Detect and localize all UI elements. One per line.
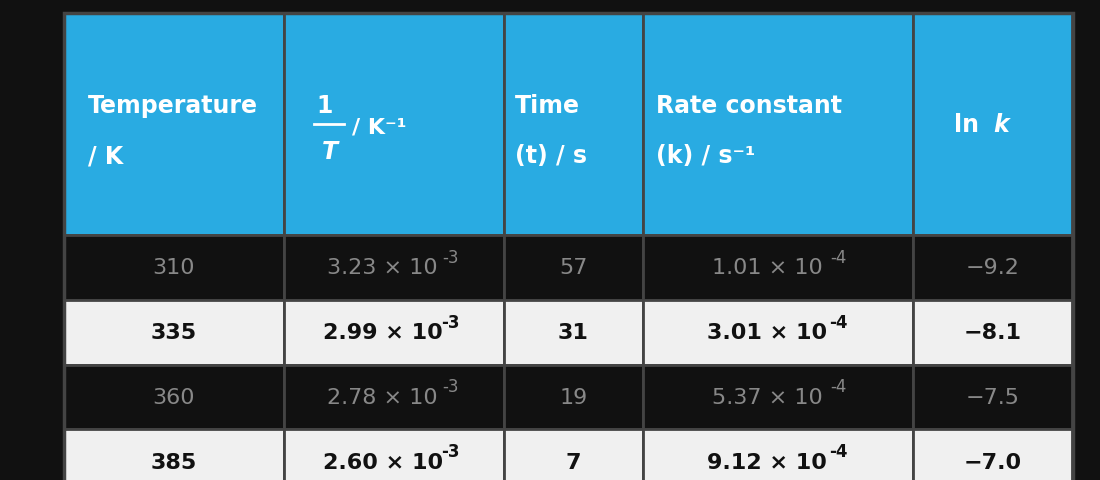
- Text: 335: 335: [151, 323, 197, 342]
- Bar: [642, 300, 913, 365]
- Bar: [64, 300, 284, 365]
- Text: 2.99 × 10: 2.99 × 10: [322, 323, 442, 342]
- Text: 2.60 × 10: 2.60 × 10: [322, 452, 442, 472]
- Text: k: k: [993, 113, 1009, 137]
- Bar: [504, 14, 642, 235]
- Bar: [913, 235, 1072, 300]
- Bar: [913, 300, 1072, 365]
- Bar: [504, 235, 642, 300]
- Text: 310: 310: [153, 258, 195, 277]
- Text: / K: / K: [88, 144, 123, 168]
- Text: 3.23 × 10: 3.23 × 10: [328, 258, 438, 277]
- Bar: [284, 235, 504, 300]
- Bar: [642, 14, 913, 235]
- Text: Rate constant: Rate constant: [656, 94, 842, 118]
- Bar: [913, 430, 1072, 480]
- Bar: [913, 365, 1072, 430]
- Bar: [284, 365, 504, 430]
- Text: 1.01 × 10: 1.01 × 10: [712, 258, 823, 277]
- Bar: [504, 300, 642, 365]
- Text: 31: 31: [558, 323, 589, 342]
- Text: (k) / s⁻¹: (k) / s⁻¹: [656, 144, 756, 168]
- Text: -4: -4: [829, 313, 848, 331]
- Text: / K⁻¹: / K⁻¹: [352, 117, 406, 137]
- Text: 360: 360: [153, 387, 195, 407]
- Text: -3: -3: [441, 313, 460, 331]
- Text: 385: 385: [151, 452, 197, 472]
- Text: 2.78 × 10: 2.78 × 10: [328, 387, 438, 407]
- Bar: [504, 430, 642, 480]
- Text: -3: -3: [442, 378, 459, 396]
- Bar: [64, 430, 284, 480]
- Bar: [284, 300, 504, 365]
- Text: 7: 7: [565, 452, 581, 472]
- Text: −7.0: −7.0: [964, 452, 1022, 472]
- Text: -3: -3: [442, 248, 459, 266]
- Bar: [284, 430, 504, 480]
- Text: −9.2: −9.2: [966, 258, 1020, 277]
- Text: -4: -4: [829, 443, 848, 460]
- Bar: [642, 365, 913, 430]
- Text: −7.5: −7.5: [966, 387, 1020, 407]
- Text: 57: 57: [559, 258, 587, 277]
- Text: T: T: [322, 139, 339, 163]
- Text: 1: 1: [317, 94, 333, 118]
- Text: (t) / s: (t) / s: [515, 144, 586, 168]
- Text: -4: -4: [830, 248, 847, 266]
- Text: ln: ln: [954, 113, 988, 137]
- Bar: [64, 14, 284, 235]
- Text: 3.01 × 10: 3.01 × 10: [707, 323, 827, 342]
- Text: −8.1: −8.1: [964, 323, 1022, 342]
- Bar: [642, 430, 913, 480]
- Text: -3: -3: [441, 443, 460, 460]
- Text: Time: Time: [515, 94, 580, 118]
- Text: Temperature: Temperature: [88, 94, 258, 118]
- Bar: [284, 14, 504, 235]
- Bar: [504, 365, 642, 430]
- Bar: [642, 235, 913, 300]
- Text: 9.12 × 10: 9.12 × 10: [707, 452, 827, 472]
- Bar: [64, 235, 284, 300]
- Text: 19: 19: [559, 387, 587, 407]
- Text: 5.37 × 10: 5.37 × 10: [712, 387, 823, 407]
- Bar: [64, 365, 284, 430]
- Bar: [913, 14, 1072, 235]
- Text: -4: -4: [830, 378, 847, 396]
